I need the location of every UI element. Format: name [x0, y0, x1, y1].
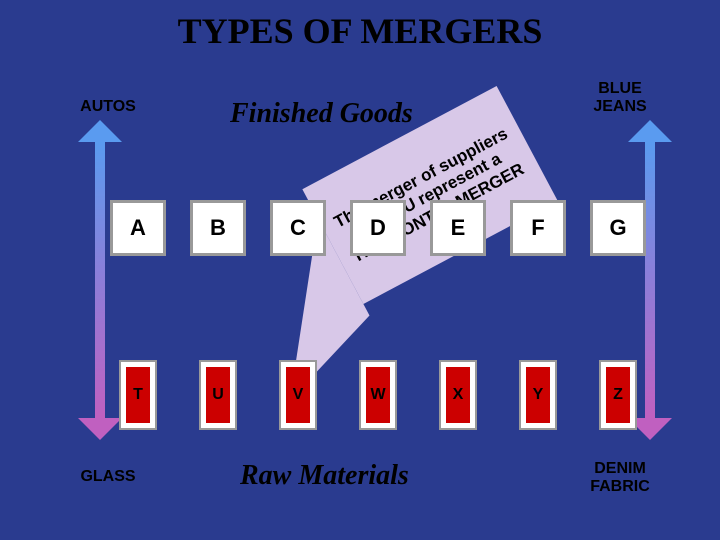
label-blue-jeans: BLUE JEANS: [560, 80, 680, 115]
bottom-box-y: Y: [519, 360, 557, 430]
subtitle-raw-materials: Raw Materials: [240, 460, 409, 492]
top-box-e: E: [430, 200, 486, 256]
top-box-g: G: [590, 200, 646, 256]
top-box-a: A: [110, 200, 166, 256]
bottom-box-label: V: [281, 386, 315, 404]
bottom-box-v: V: [279, 360, 317, 430]
bottom-box-u: U: [199, 360, 237, 430]
slide-title-text: TYPES OF MERGERS: [178, 11, 543, 51]
bottom-box-label: Z: [601, 386, 635, 404]
subtitle-finished-goods: Finished Goods: [230, 98, 413, 130]
bottom-box-label: T: [121, 386, 155, 404]
arrow-head-down: [78, 418, 122, 440]
bottom-box-w: W: [359, 360, 397, 430]
bottom-box-t: T: [119, 360, 157, 430]
bottom-box-label: U: [201, 386, 235, 404]
label-denim-fabric: DENIM FABRIC: [560, 460, 680, 495]
arrow-shaft: [645, 142, 655, 418]
label-glass: GLASS: [48, 468, 168, 486]
top-box-b: B: [190, 200, 246, 256]
arrow-head-up: [78, 120, 122, 142]
label-autos: AUTOS: [48, 98, 168, 116]
slide-title: TYPES OF MERGERS: [0, 10, 720, 52]
slide-root: TYPES OF MERGERS AUTOS BLUE JEANS GLASS …: [0, 0, 720, 540]
bottom-box-label: X: [441, 386, 475, 404]
bottom-box-label: W: [361, 386, 395, 404]
bottom-box-label: Y: [521, 386, 555, 404]
bottom-box-x: X: [439, 360, 477, 430]
arrow-head-up: [628, 120, 672, 142]
bottom-box-z: Z: [599, 360, 637, 430]
arrow-shaft: [95, 142, 105, 418]
top-box-f: F: [510, 200, 566, 256]
top-box-d: D: [350, 200, 406, 256]
top-box-c: C: [270, 200, 326, 256]
